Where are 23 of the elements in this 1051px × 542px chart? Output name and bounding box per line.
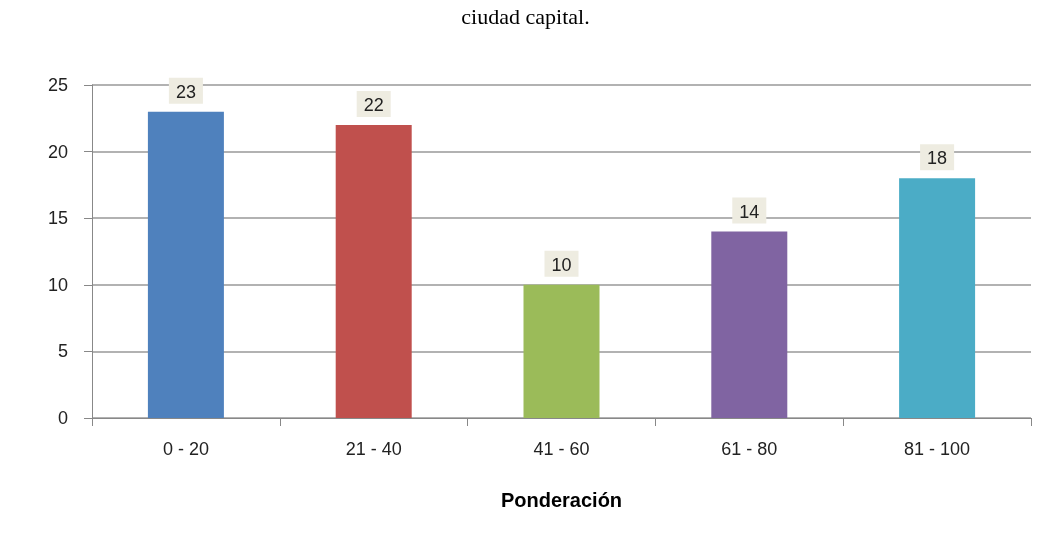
data-label: 14: [739, 201, 760, 222]
y-tick-label: 0: [57, 408, 68, 428]
y-tick-label: 10: [47, 274, 68, 295]
data-label: 22: [363, 94, 384, 115]
bar: [523, 284, 600, 418]
bar: [711, 231, 788, 418]
y-tick-label: 20: [47, 141, 68, 162]
x-tick-label: 21 - 40: [345, 439, 402, 459]
y-tick-label: 25: [47, 75, 68, 95]
bar: [335, 124, 412, 418]
bar: [147, 111, 224, 418]
y-tick-label: 15: [47, 208, 68, 229]
x-tick-label: 41 - 60: [533, 439, 590, 459]
x-tick-label: 61 - 80: [721, 439, 778, 459]
x-axis-title: Ponderación: [500, 489, 623, 511]
bar: [899, 178, 976, 418]
y-tick-label: 5: [57, 341, 68, 362]
x-tick-label: 81 - 100: [904, 439, 971, 459]
x-tick-label: 0 - 20: [162, 439, 209, 459]
data-label: 10: [551, 254, 572, 275]
data-label: 23: [175, 81, 196, 102]
data-label: 18: [927, 148, 948, 169]
chart-title: ciudad capital.: [461, 3, 590, 29]
